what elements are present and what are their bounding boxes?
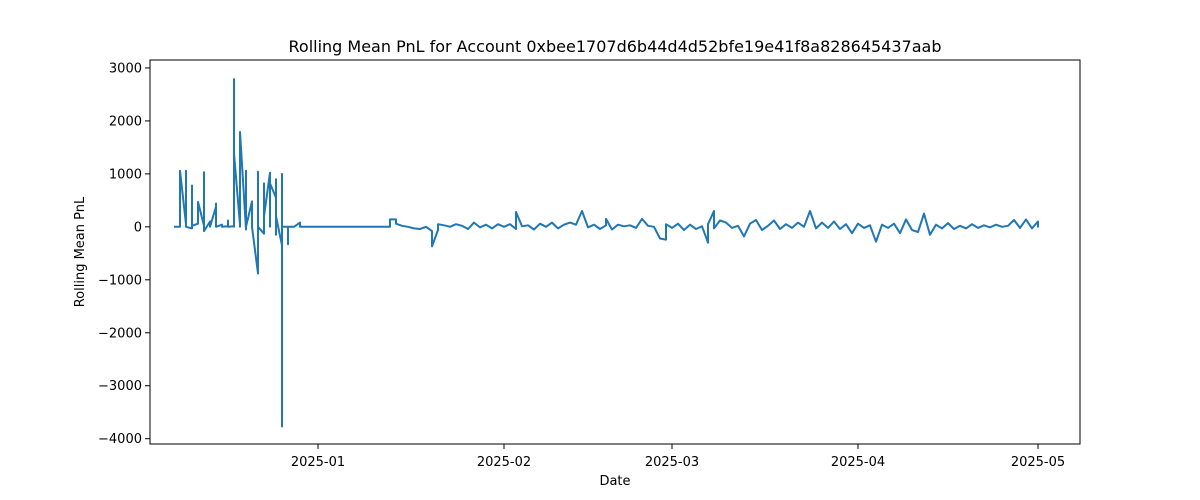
y-axis-label: Rolling Mean PnL [73,196,88,307]
x-tick-label: 2025-04 [831,455,885,470]
chart-title: Rolling Mean PnL for Account 0xbee1707d6… [289,37,942,56]
y-tick-label: 2000 [109,114,142,129]
y-axis: 3000 2000 1000 0 −1000 −2000 −3000 −4000 [98,61,150,447]
y-tick-label: −4000 [98,432,142,447]
y-tick-label: 1000 [109,167,142,182]
x-axis-label: Date [599,474,630,489]
x-tick-label: 2025-03 [645,455,699,470]
x-tick-label: 2025-05 [1011,455,1065,470]
y-tick-label: −3000 [98,379,142,394]
y-tick-label: 0 [134,220,142,235]
y-tick-label: 3000 [109,61,142,76]
y-tick-label: −2000 [98,326,142,341]
y-tick-label: −1000 [98,273,142,288]
x-axis: 2025-01 2025-02 2025-03 2025-04 2025-05 [291,444,1065,470]
x-tick-label: 2025-01 [291,455,345,470]
x-tick-label: 2025-02 [477,455,531,470]
plot-area [174,78,1039,428]
series-line-0 [174,78,1039,428]
plot-frame [149,59,1081,445]
